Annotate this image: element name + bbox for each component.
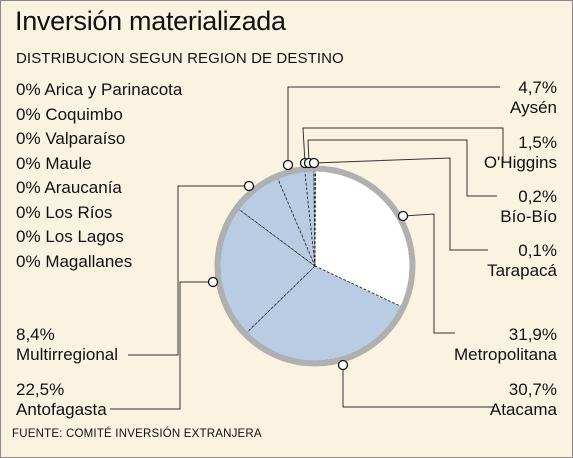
zero-region-item: 0% Los Ríos	[16, 202, 113, 222]
leader-marker-multirregional	[243, 180, 255, 192]
data-label-antofagasta: 22,5% Antofagasta	[16, 380, 107, 419]
leader-line-bio-bio	[307, 139, 497, 197]
zero-region-item: 0% Maule	[16, 153, 92, 173]
data-label-aysen: 4,7% Aysén	[510, 78, 557, 117]
leader-line-multirregional	[128, 185, 249, 356]
chart-subtitle: DISTRIBUCION SEGUN REGION DE DESTINO	[16, 50, 344, 67]
leader-marker-aysen	[282, 159, 294, 171]
source-note: FUENTE: COMITÉ INVERSIÓN EXTRANJERA	[12, 428, 262, 440]
data-label-tarapaca: 0,1% Tarapacá	[487, 241, 557, 280]
zero-region-item: 0% Valparaíso	[16, 129, 126, 148]
leader-line-aysen	[287, 86, 500, 165]
chart-title: Inversión materializada	[15, 6, 286, 36]
pie-rim	[214, 165, 416, 367]
zero-region-item: 0% Arica y Parinacota	[16, 80, 183, 99]
zero-region-item: 0% Magallanes	[16, 251, 133, 271]
leader-lines	[110, 86, 504, 410]
data-label-biobio: 0,2% Bío-Bío	[500, 187, 557, 226]
leader-line-o-higgins	[302, 127, 504, 164]
pie-slices	[219, 170, 411, 362]
leader-line-atacama	[342, 365, 494, 408]
leader-line-antofagasta	[110, 281, 213, 410]
leader-line-tarapaca	[313, 157, 488, 251]
zero-region-item: 0% Araucanía	[16, 178, 122, 197]
zero-regions-list: 0% Arica y Parinacota 0% Coquimbo 0% Val…	[16, 78, 182, 274]
leader-marker-metropolitana	[397, 210, 409, 222]
data-label-ohiggins: 1,5% O'Higgins	[483, 133, 557, 172]
data-label-atacama: 30,7% Atacama	[489, 380, 557, 419]
data-label-metropolitana: 31,9% Metropolitana	[453, 325, 557, 364]
zero-region-item: 0% Los Lagos	[16, 227, 124, 246]
leader-marker-antofagasta	[207, 276, 219, 288]
leader-line-metropolitana	[402, 213, 455, 334]
leader-marker-tarapaca	[308, 157, 320, 169]
zero-region-item: 0% Coquimbo	[16, 104, 123, 124]
data-label-multirregional: 8,4% Multirregional	[16, 325, 119, 364]
leader-marker-atacama	[337, 359, 349, 371]
